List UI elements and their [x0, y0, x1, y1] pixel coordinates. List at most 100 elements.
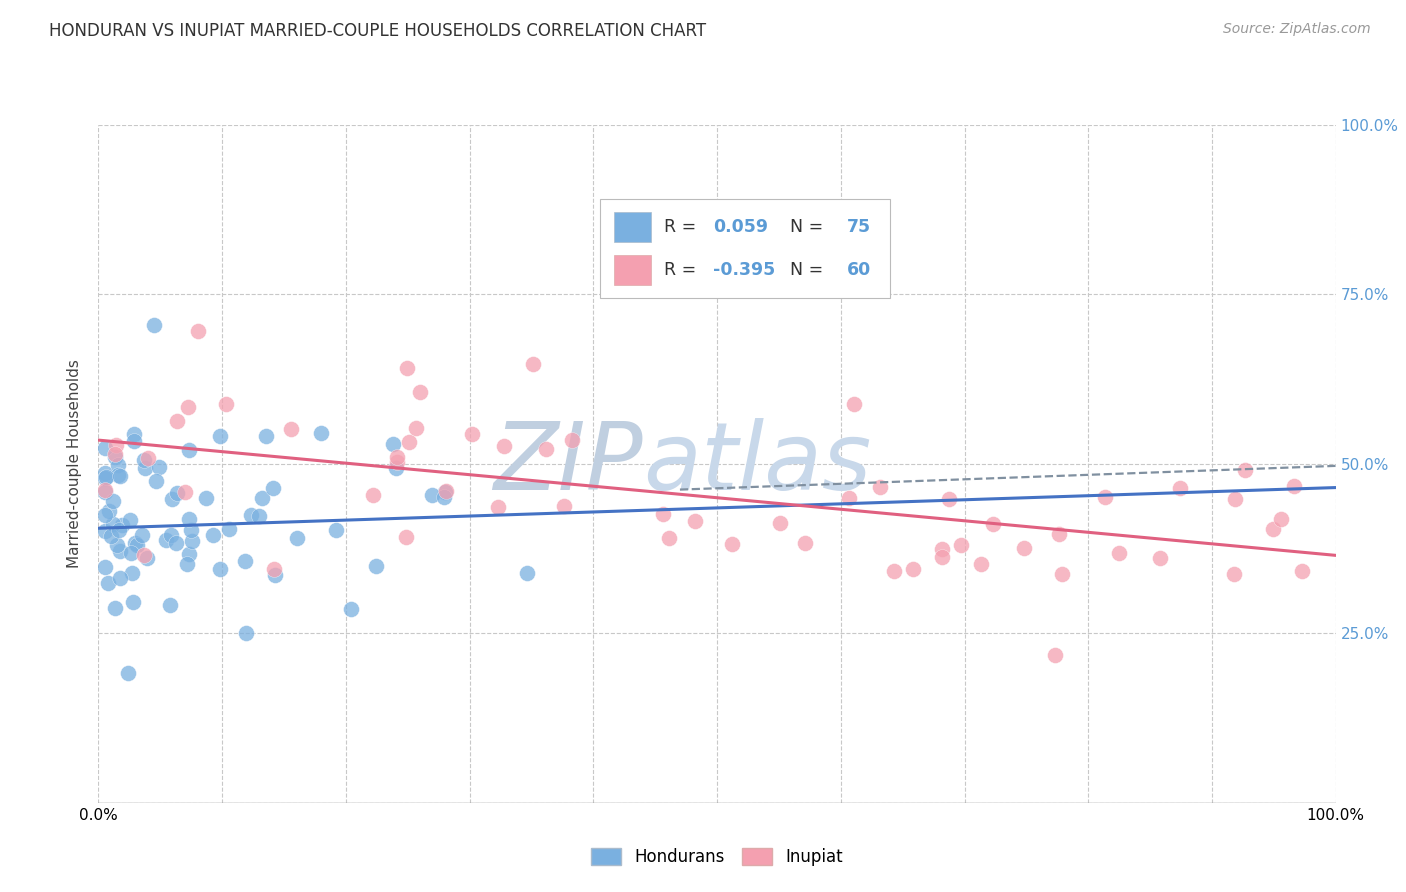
Y-axis label: Married-couple Households: Married-couple Households: [67, 359, 83, 568]
Point: [215, 397, 238, 411]
Point: [395, 361, 418, 376]
Point: [103, 494, 125, 508]
Point: [239, 508, 262, 522]
Point: [844, 397, 866, 411]
Point: [124, 536, 146, 550]
Text: R =: R =: [664, 261, 702, 279]
Point: [93, 466, 115, 480]
Point: [385, 450, 408, 465]
Point: [720, 537, 742, 551]
Point: [235, 625, 257, 640]
Point: [143, 318, 166, 332]
Point: [901, 562, 924, 576]
Text: atlas: atlas: [643, 418, 872, 509]
Point: [176, 557, 198, 571]
Point: [93, 524, 115, 539]
Point: [218, 522, 240, 536]
Point: [105, 438, 128, 452]
Point: [516, 566, 538, 580]
Point: [339, 602, 361, 616]
Point: [264, 568, 287, 582]
Point: [110, 469, 132, 483]
Point: [287, 531, 309, 545]
Point: [208, 429, 231, 443]
Point: [250, 491, 273, 505]
Point: [97, 575, 120, 590]
Point: [1045, 648, 1067, 663]
Point: [93, 441, 115, 455]
Point: [160, 492, 183, 507]
Point: [93, 471, 115, 485]
FancyBboxPatch shape: [599, 200, 890, 298]
Point: [768, 516, 790, 530]
Point: [1047, 527, 1070, 541]
Point: [938, 492, 960, 507]
Point: [181, 534, 204, 549]
Text: 75: 75: [846, 218, 872, 236]
Point: [522, 358, 544, 372]
Point: [325, 523, 347, 537]
Point: [385, 455, 408, 469]
Point: [262, 481, 284, 495]
Point: [209, 562, 232, 576]
Point: [111, 517, 134, 532]
Point: [136, 451, 159, 466]
Point: [107, 458, 129, 472]
Point: [93, 508, 115, 523]
Point: [1108, 547, 1130, 561]
Point: [97, 504, 120, 518]
Point: [398, 435, 420, 450]
Point: [970, 557, 993, 571]
Point: [931, 542, 953, 557]
Point: [405, 420, 427, 434]
Point: [127, 538, 149, 552]
Point: [1012, 541, 1035, 555]
Point: [233, 554, 256, 568]
Point: [166, 485, 188, 500]
Point: [869, 480, 891, 494]
Point: [494, 438, 516, 452]
Point: [107, 523, 129, 537]
Point: [931, 549, 953, 564]
Point: [461, 426, 484, 441]
Text: N =: N =: [779, 218, 828, 236]
Point: [121, 595, 143, 609]
Point: [657, 531, 679, 545]
Point: [1270, 511, 1292, 525]
Point: [136, 550, 159, 565]
Point: [361, 488, 384, 502]
Point: [201, 528, 224, 542]
Point: [179, 443, 201, 458]
Point: [794, 536, 817, 550]
Point: [177, 400, 200, 414]
Point: [107, 467, 129, 482]
Point: [1170, 481, 1192, 495]
Point: [385, 460, 408, 475]
Point: [104, 450, 127, 465]
Point: [93, 483, 115, 497]
Point: [883, 564, 905, 578]
Text: ZIP: ZIP: [494, 418, 643, 509]
Point: [124, 426, 146, 441]
Point: [1291, 564, 1313, 578]
Point: [420, 488, 443, 502]
Point: [434, 485, 457, 500]
Text: 60: 60: [846, 261, 872, 279]
Point: [194, 491, 217, 505]
Point: [280, 422, 302, 436]
Point: [685, 514, 707, 528]
Point: [124, 434, 146, 448]
Point: [145, 474, 167, 488]
Point: [159, 598, 181, 612]
Point: [187, 324, 209, 338]
Point: [103, 517, 125, 532]
Point: [561, 433, 583, 447]
Point: [108, 571, 131, 585]
Point: [180, 524, 202, 538]
Text: Source: ZipAtlas.com: Source: ZipAtlas.com: [1223, 22, 1371, 37]
Point: [160, 528, 183, 542]
Point: [165, 536, 187, 550]
Point: [247, 509, 270, 524]
Point: [132, 452, 155, 467]
Point: [1225, 491, 1247, 506]
